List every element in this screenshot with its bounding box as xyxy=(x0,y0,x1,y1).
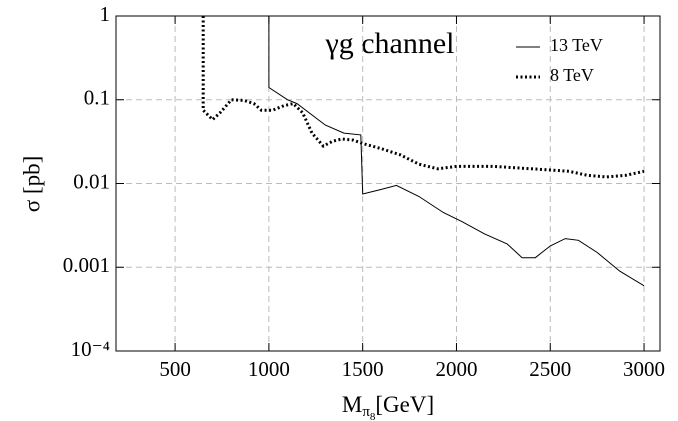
y-axis-label: σ [pb] xyxy=(19,156,44,212)
x-tick-label: 1000 xyxy=(248,357,290,381)
y-tick-label: 0.001 xyxy=(63,253,110,277)
y-tick-label: 10⁻⁴ xyxy=(71,337,110,361)
x-tick-label: 2000 xyxy=(435,357,477,381)
annotation: γg channel xyxy=(324,27,454,60)
y-tick-label: 1 xyxy=(100,2,111,26)
x-label-subsub: 8 xyxy=(370,411,376,421)
y-tick-label: 0.1 xyxy=(84,86,110,110)
series-line xyxy=(268,16,645,287)
legend-label: 8 TeV xyxy=(550,65,594,85)
legend-label: 13 TeV xyxy=(550,35,603,55)
x-axis-label: Mπ8[GeV] xyxy=(342,392,434,421)
x-label-unit: [GeV] xyxy=(375,392,434,417)
x-tick-label: 500 xyxy=(159,357,191,381)
x-tick-label: 2500 xyxy=(529,357,571,381)
x-tick-label: 3000 xyxy=(623,357,665,381)
x-label-sub: π xyxy=(362,404,370,420)
x-label-main: M xyxy=(342,392,362,417)
x-tick-label: 1500 xyxy=(342,357,384,381)
series-line xyxy=(201,16,645,179)
y-tick-label: 0.01 xyxy=(73,169,110,193)
